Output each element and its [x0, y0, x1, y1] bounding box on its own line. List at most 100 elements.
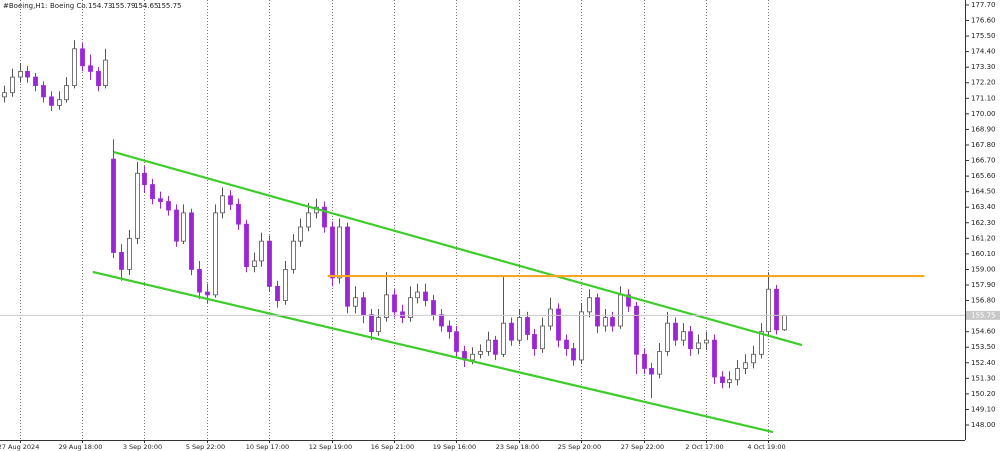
candle-body — [103, 59, 108, 86]
candle-body — [2, 92, 7, 98]
x-tick-label: 19 Sep 16:00 — [433, 443, 476, 451]
plot — [0, 40, 965, 434]
candle-body — [361, 297, 366, 316]
ohlc-close: 155.75 — [157, 2, 182, 10]
ohlc-open: 154.73 — [88, 2, 113, 10]
x-tick-label: 27 Sep 22:00 — [621, 443, 664, 451]
x-tick-label: 4 Oct 19:00 — [747, 443, 785, 451]
candle-body — [322, 206, 327, 228]
candle-body — [782, 314, 787, 331]
candle-body — [376, 317, 381, 333]
y-tick-label: 174.40 — [971, 48, 996, 56]
candle-body — [64, 85, 69, 101]
candle-body — [447, 325, 452, 333]
candle-body — [220, 195, 225, 214]
symbol-name: Boeing Co. — [50, 2, 88, 10]
grid — [20, 0, 769, 440]
candle-body — [657, 351, 662, 375]
candle-body — [119, 252, 124, 270]
candle-body — [759, 331, 764, 355]
candle-body — [400, 311, 405, 318]
candle-body — [127, 237, 132, 270]
y-tick-label: 156.80 — [971, 297, 996, 305]
candle-body — [408, 297, 413, 318]
candle-body — [49, 96, 54, 106]
candle-body — [727, 379, 732, 383]
candle-body — [197, 269, 202, 293]
candle-body — [259, 240, 264, 262]
candle-body — [688, 331, 693, 350]
candle-body — [743, 362, 748, 369]
candle-body — [353, 297, 358, 307]
candle-body — [181, 212, 186, 242]
candle-body — [88, 65, 93, 72]
candle-body — [681, 331, 686, 341]
candle-body — [142, 172, 147, 185]
y-tick-label: 166.70 — [971, 157, 996, 165]
y-tick-label: 165.60 — [971, 172, 996, 180]
candle-body — [57, 99, 62, 106]
candle-body — [205, 291, 210, 296]
candle-body — [174, 209, 179, 242]
x-tick-label: 3 Sep 20:00 — [123, 443, 162, 451]
x-tick-label: 10 Sep 17:00 — [246, 443, 289, 451]
candle-body — [766, 288, 771, 333]
candle-body — [626, 294, 631, 307]
candle-body — [41, 85, 46, 98]
candle-body — [696, 342, 701, 350]
price-label: 155.75 — [971, 311, 996, 319]
candle-body — [423, 291, 428, 301]
candle-body — [431, 300, 436, 316]
candle-body — [228, 195, 233, 205]
candle-body — [478, 351, 483, 355]
candle-body — [283, 269, 288, 301]
trend-line — [92, 270, 774, 434]
x-tick-label: 5 Sep 22:00 — [186, 443, 225, 451]
y-tick-label: 152.40 — [971, 359, 996, 367]
x-tick-label: 23 Sep 18:00 — [496, 443, 539, 451]
candle-body — [298, 226, 303, 242]
candle-body — [665, 322, 670, 352]
candle-body — [291, 240, 296, 270]
y-tick-label: 149.10 — [971, 405, 996, 413]
candle-body — [275, 286, 280, 301]
candle-body — [603, 317, 608, 327]
candle-body — [337, 226, 342, 279]
candle-body — [236, 203, 241, 225]
candle-body — [267, 240, 272, 287]
candle-body — [610, 317, 615, 327]
candle-body — [158, 198, 163, 202]
y-tick-label: 157.90 — [971, 281, 996, 289]
candle-body — [751, 353, 756, 364]
candle-body — [150, 184, 155, 200]
candle-body — [532, 334, 537, 350]
candle-body — [330, 226, 335, 279]
candle-body — [712, 339, 717, 378]
candle-body — [345, 226, 350, 307]
y-tick-label: 171.10 — [971, 94, 996, 102]
candle-body — [649, 368, 654, 375]
candle-body — [720, 376, 725, 383]
y-tick-label: 151.30 — [971, 374, 996, 382]
candle-body — [80, 48, 85, 67]
candle-body — [564, 339, 569, 350]
candle-body — [392, 294, 397, 313]
candle-body — [634, 305, 639, 355]
candle-body — [642, 353, 647, 369]
x-tick-label: 16 Sep 21:00 — [371, 443, 414, 451]
candle-body — [774, 288, 779, 331]
header: #Boeing,H1: Boeing Co. 154.73 155.79 154… — [3, 2, 182, 10]
ohlc-high: 155.79 — [111, 2, 136, 10]
candle-body — [571, 348, 576, 361]
y-tick-label: 163.40 — [971, 203, 996, 211]
y-tick-label: 177.70 — [971, 1, 996, 9]
x-tick-label: 12 Sep 19:00 — [309, 443, 352, 451]
y-tick-label: 153.50 — [971, 343, 996, 351]
y-tick-label: 160.10 — [971, 250, 996, 258]
candle-body — [439, 314, 444, 327]
candle-body — [135, 172, 140, 239]
candle-body — [587, 297, 592, 313]
candle-body — [540, 325, 545, 350]
